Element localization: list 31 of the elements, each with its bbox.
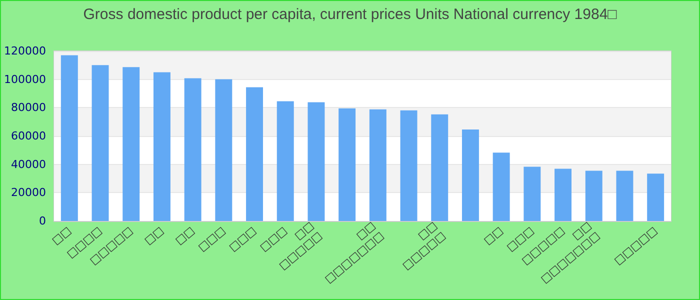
bar (60, 55, 78, 221)
bar (462, 129, 479, 221)
bar (431, 114, 448, 221)
bar (338, 108, 356, 221)
bar (184, 78, 202, 221)
x-tick-label: □□ (142, 224, 166, 248)
y-tick-label: 40000 (10, 158, 46, 171)
bar (122, 67, 140, 221)
y-tick-label: 80000 (10, 101, 46, 114)
y-tick-label: 100000 (4, 72, 46, 86)
bar (647, 174, 664, 221)
bar (585, 170, 602, 221)
x-tick-label: □□ (172, 224, 197, 248)
bar (246, 87, 264, 221)
bar (308, 102, 325, 221)
x-tick-label: □□ (481, 224, 506, 248)
y-tick-label: 120000 (4, 44, 46, 58)
bar (492, 152, 510, 221)
bar (92, 65, 109, 221)
bar (524, 166, 541, 221)
bar (153, 72, 170, 221)
bar (616, 170, 634, 221)
chart-title: Gross domestic product per capita, current prices Units National currency 1984□ (82, 5, 618, 25)
bar (400, 110, 418, 221)
bar (215, 79, 232, 221)
bar (369, 109, 386, 221)
y-tick-label: 0 (38, 214, 46, 228)
y-tick-label: 20000 (10, 186, 46, 200)
bar (276, 101, 294, 221)
y-tick-label: 60000 (10, 130, 46, 142)
bar (554, 168, 572, 221)
